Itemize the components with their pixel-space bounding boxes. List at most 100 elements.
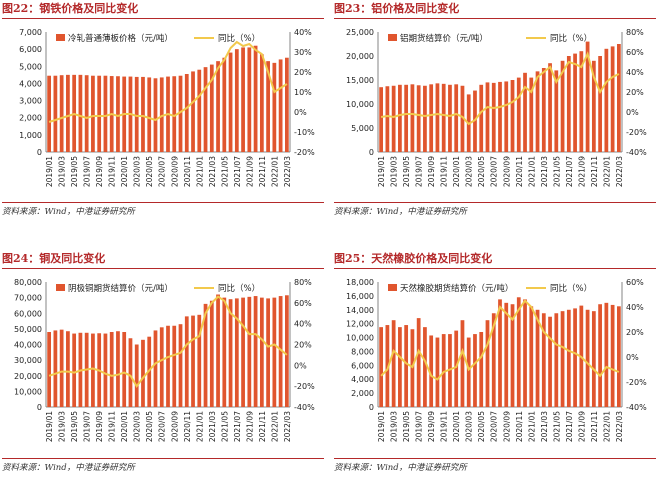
- bar: [554, 70, 559, 152]
- y-left-tick-label: 18,000: [346, 278, 374, 287]
- y-right-tick-label: 20%: [294, 68, 312, 77]
- bar: [253, 296, 258, 407]
- x-tick-label: 2022/01: [270, 156, 279, 187]
- bar: [454, 84, 459, 152]
- bar: [548, 63, 552, 153]
- bar: [91, 75, 95, 152]
- x-tick-label: 2020/05: [477, 156, 486, 187]
- bar: [498, 81, 502, 152]
- panel-title: 图25：天然橡胶价格及同比变化: [334, 252, 656, 269]
- bar: [241, 47, 245, 152]
- bar: [159, 327, 164, 407]
- y-right-tick-label: -40%: [626, 403, 647, 412]
- x-tick-label: 2021/07: [565, 156, 574, 187]
- bar: [153, 78, 158, 152]
- chart-copper: 0 10,000 20,000 30,000 40,000 50,000 60,000 70,…: [14, 278, 315, 442]
- bar: [591, 311, 596, 407]
- y-left-tick-label: 40,000: [14, 341, 42, 350]
- x-tick-label: 2019/03: [390, 156, 399, 187]
- bar: [460, 320, 465, 407]
- x-tick-label: 2021/01: [527, 156, 536, 187]
- panel-title: 图24：铜及同比变化: [2, 252, 324, 269]
- bar: [385, 325, 390, 407]
- bar: [84, 75, 89, 152]
- y-left-tick-label: 25,000: [346, 28, 374, 37]
- y-right-tick-label: 20%: [626, 328, 644, 337]
- x-tick-label: 2020/09: [170, 411, 179, 442]
- y-right-tick-label: -20%: [626, 128, 647, 137]
- bar: [616, 44, 621, 152]
- y-left-tick-label: 70,000: [14, 294, 42, 303]
- legend-bar-swatch: [388, 284, 397, 291]
- bar: [66, 74, 70, 152]
- bar: [209, 300, 214, 407]
- x-tick-label: 2021/05: [220, 156, 229, 187]
- y-right-tick-label: 40%: [294, 320, 312, 329]
- y-left-tick-label: 2,000: [19, 114, 42, 123]
- x-tick-label: 2021/09: [245, 411, 254, 442]
- bar: [398, 327, 402, 407]
- legend-bar-swatch: [388, 34, 397, 41]
- bar: [485, 82, 490, 152]
- y-left-tick-label: 8,000: [351, 347, 374, 356]
- bar: [541, 313, 546, 407]
- bar: [441, 83, 446, 152]
- bar: [566, 56, 571, 152]
- bar: [259, 54, 264, 152]
- x-tick-label: 2021/05: [552, 411, 561, 442]
- bar: [454, 330, 459, 407]
- x-tick-label: 2020/01: [452, 156, 461, 187]
- bar: [404, 84, 409, 152]
- bar: [216, 294, 220, 407]
- y-right-tick-label: 10%: [294, 88, 312, 97]
- x-tick-label: 2019/11: [108, 411, 117, 442]
- panel-copper: 图24：铜及同比变化 0 10,000 20,000 30,000 40,000 50,0…: [2, 252, 324, 484]
- y-right-tick-label: -20%: [626, 378, 647, 387]
- y-right-tick-label: -40%: [294, 403, 315, 412]
- bar: [498, 299, 502, 407]
- bar: [159, 77, 164, 152]
- x-tick-label: 2020/07: [490, 156, 499, 187]
- bar: [554, 313, 559, 407]
- bar: [97, 75, 102, 152]
- x-tick-label: 2019/01: [45, 156, 54, 187]
- y-left-tick-label: 20,000: [14, 372, 42, 381]
- x-tick-label: 2019/01: [377, 411, 386, 442]
- y-left-tick-label: 16,000: [346, 292, 374, 301]
- x-tick-label: 2021/03: [540, 411, 549, 442]
- bar: [541, 68, 546, 152]
- x-tick-label: 2019/09: [427, 411, 436, 442]
- bar: [491, 82, 496, 152]
- x-tick-label: 2021/07: [233, 156, 242, 187]
- x-tick-label: 2020/07: [158, 411, 167, 442]
- panel-aluminum: 图23：铝价格及同比变化 0 5,000 10,000 15,000 20,000 25,…: [334, 2, 656, 234]
- bar: [423, 85, 427, 152]
- chart-aluminum: 0 5,000 10,000 15,000 20,000 25,000 -40% -20% 0%…: [346, 28, 647, 187]
- x-tick-label: 2020/09: [502, 156, 511, 187]
- source-note: 资料来源：Wind，中港证券研究所: [334, 202, 656, 217]
- y-right-tick-label: 0%: [294, 108, 307, 117]
- bar: [435, 337, 440, 407]
- bar: [591, 60, 596, 152]
- bar: [78, 74, 83, 152]
- bar: [410, 84, 415, 152]
- bar: [153, 330, 158, 407]
- bar: [122, 332, 127, 407]
- bar: [103, 333, 108, 407]
- bar: [473, 334, 477, 407]
- x-tick-label: 2022/01: [602, 411, 611, 442]
- x-tick-label: 2020/03: [465, 411, 474, 442]
- bar: [573, 308, 577, 407]
- y-left-tick-label: 10,000: [346, 100, 374, 109]
- bar: [516, 77, 521, 152]
- bar: [560, 60, 565, 152]
- bar: [523, 299, 527, 407]
- bar: [548, 316, 552, 407]
- y-right-tick-label: 80%: [294, 278, 312, 287]
- bar: [72, 333, 77, 407]
- bar: [203, 303, 208, 407]
- y-left-tick-label: 0: [369, 148, 374, 157]
- bar: [197, 314, 202, 407]
- y-right-tick-label: -40%: [626, 148, 647, 157]
- x-tick-label: 2020/09: [502, 411, 511, 442]
